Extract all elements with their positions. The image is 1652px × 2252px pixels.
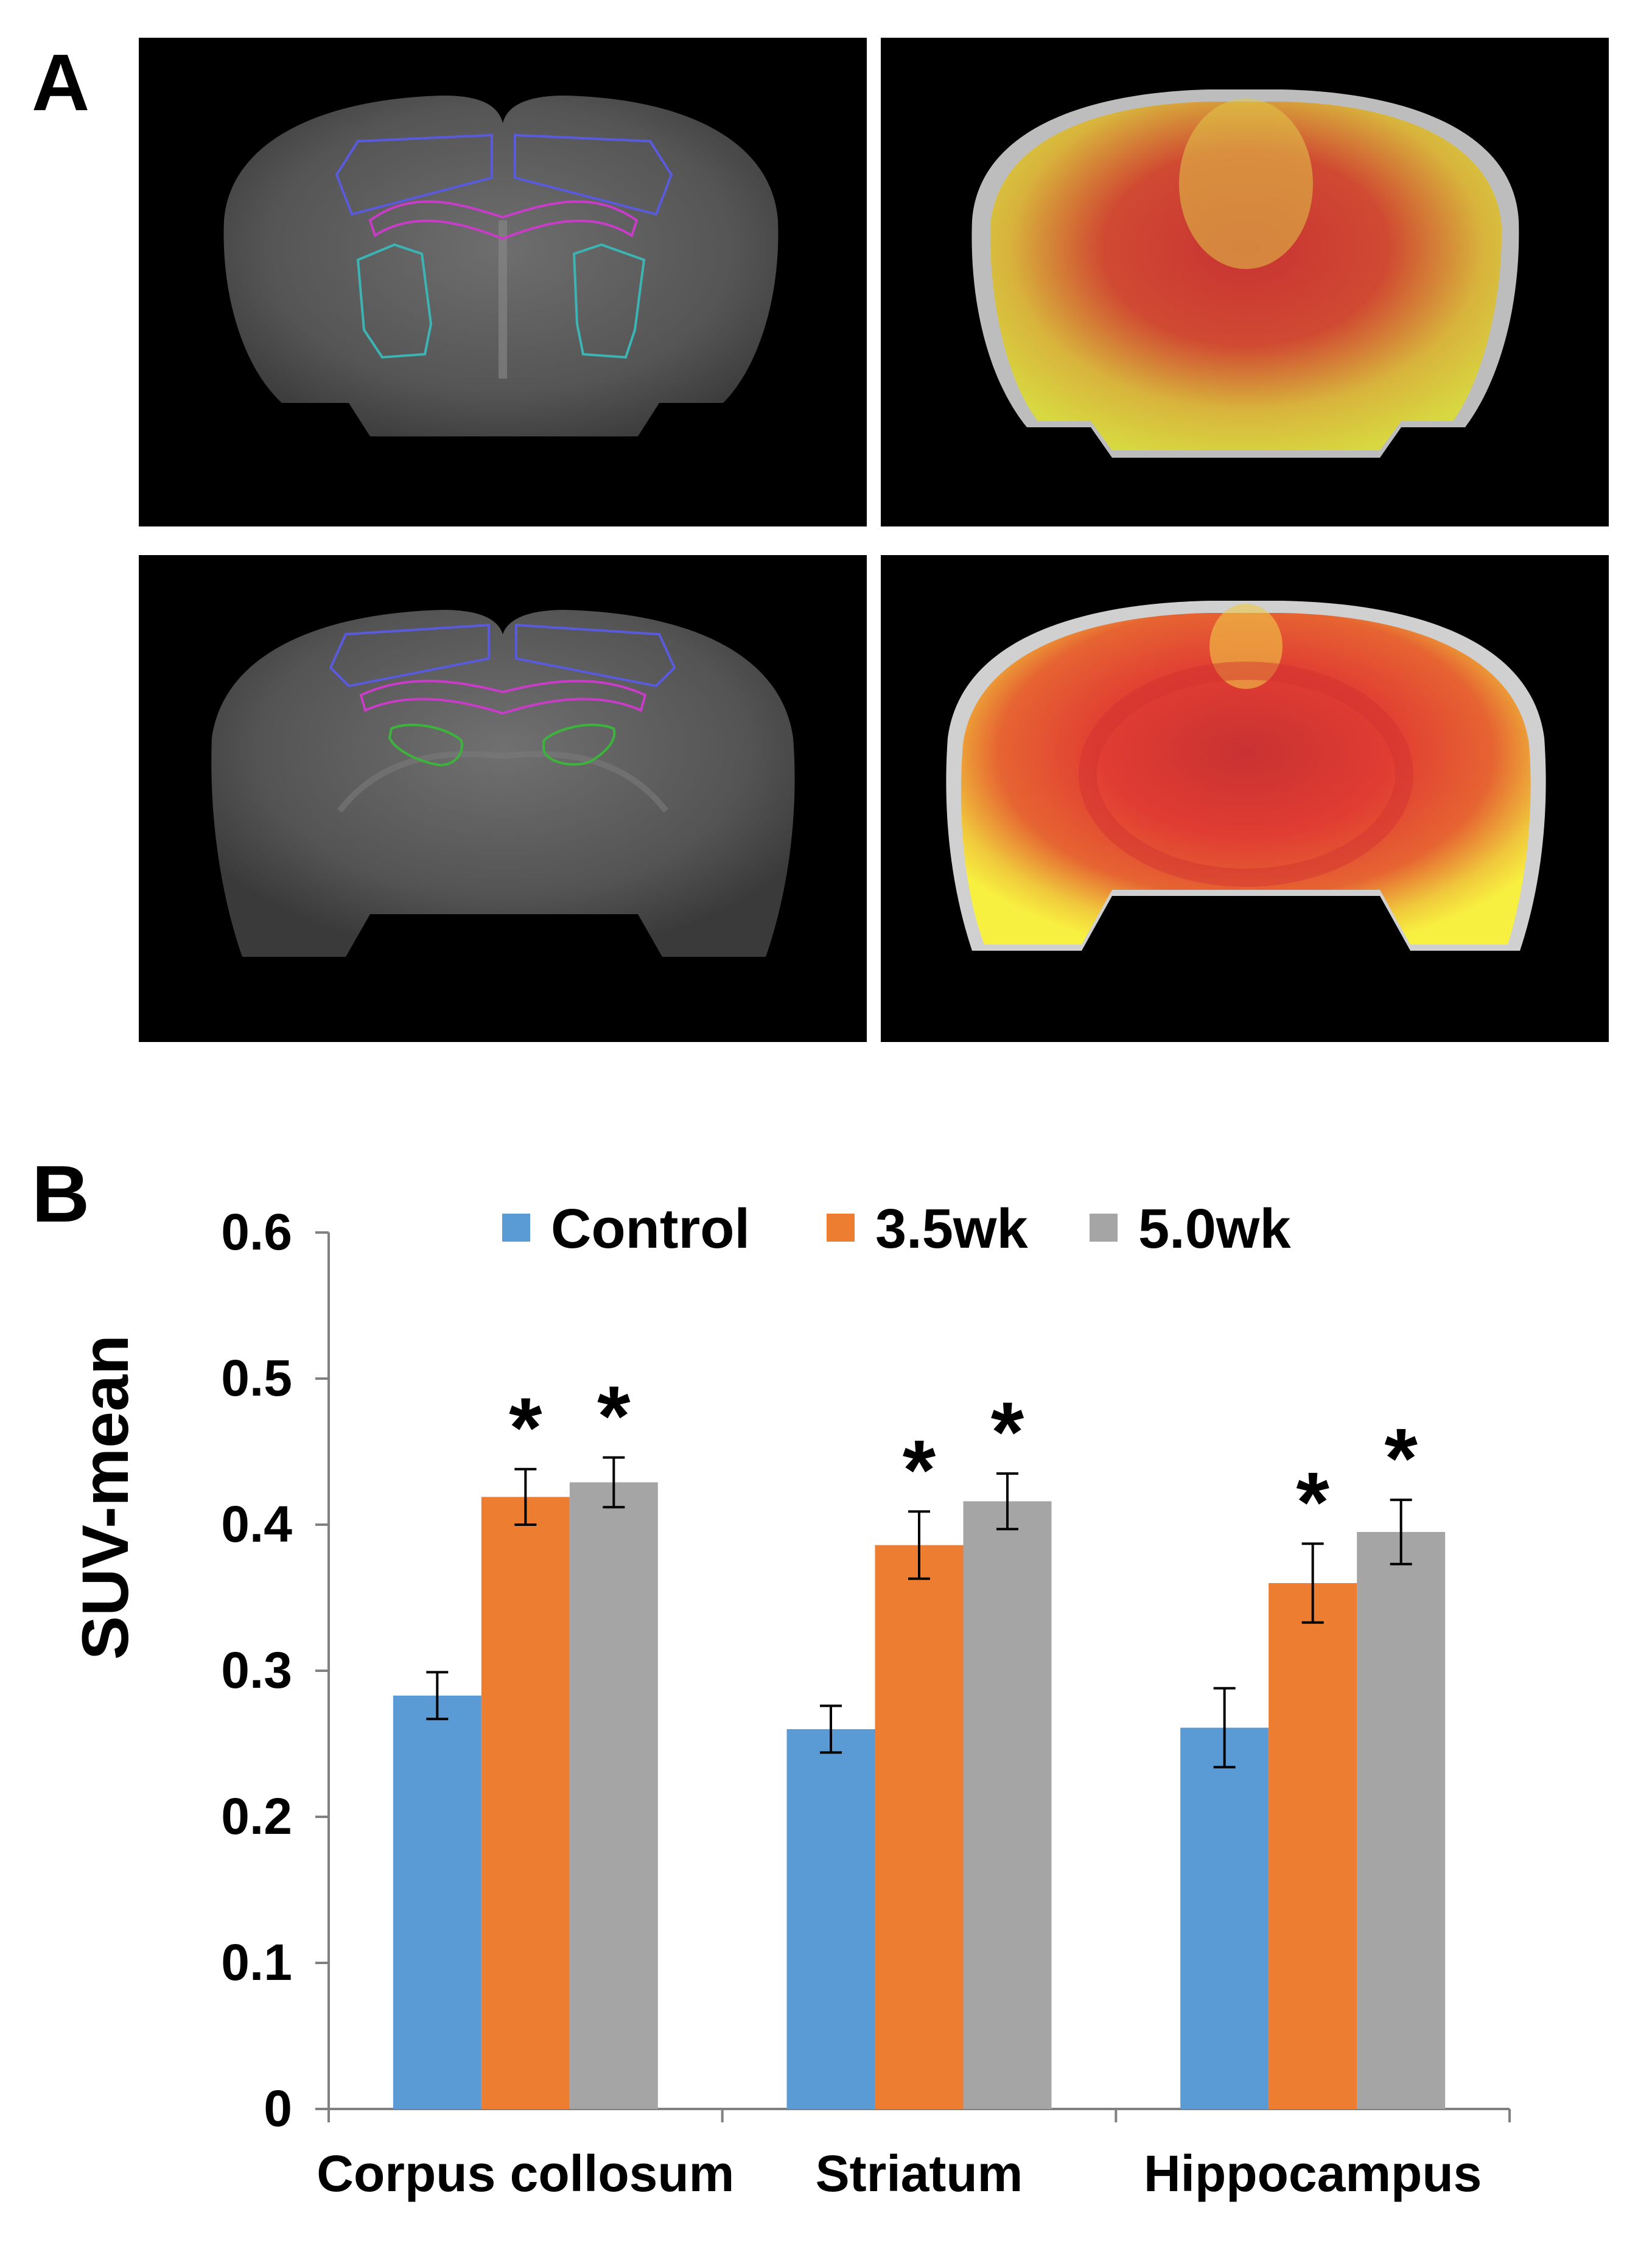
roi-cortex-right [515,623,676,688]
legend-label: 5.0wk [1138,1198,1291,1260]
significance-mark: * [1384,1410,1418,1506]
mri-roi-image-top [139,38,867,526]
x-axis: Corpus collosum Striatum Hippocampus [317,2108,1511,2202]
roi-hippocampus-left [388,723,463,767]
y-tick-label: 0.5 [221,1349,292,1407]
bar [569,1482,658,2109]
pet-inner-ring [1079,662,1413,887]
bar [1180,1727,1269,2109]
bar [963,1501,1052,2109]
legend-label: 3.5wk [875,1198,1028,1260]
significance-mark: * [509,1380,542,1475]
bar [481,1497,570,2109]
roi-striatum-left [356,243,433,359]
legend-swatch [1090,1214,1118,1242]
roi-cortex-left [329,623,490,688]
roi-hippocampus-right [542,723,616,766]
significance-mark: * [597,1368,631,1464]
roi-cortex-right [514,133,673,216]
pet-uptake-map [961,613,1531,945]
bars: * * * * * * [393,1368,1446,2109]
legend-label: Control [551,1198,750,1260]
x-tick-label: Striatum [816,2145,1023,2202]
y-tick-label: 0.4 [221,1495,292,1553]
mri-roi-image-bottom [139,555,867,1042]
pet-hotspot [1179,99,1313,269]
legend: Control 3.5wk 5.0wk [502,1198,1291,1260]
y-tick-label: 0.1 [221,1934,292,1991]
bar [1269,1583,1357,2109]
y-tick-label: 0.3 [221,1642,292,1699]
roi-striatum-right [572,243,646,359]
bar [393,1695,481,2109]
x-tick-label: Corpus collosum [317,2145,734,2202]
roi-cortex-left [335,133,493,216]
pet-overlay-image-top [881,38,1609,526]
pet-hotspot [1209,604,1283,689]
panel-b-label: B [32,1149,90,1239]
bar [786,1729,875,2109]
roi-corpus-callosum [368,200,639,240]
roi-corpus-callosum [359,679,647,715]
y-tick-label: 0.2 [221,1788,292,1845]
x-tick-label: Hippocampus [1144,2145,1482,2202]
y-tick-label: 0 [264,2080,292,2137]
brain-slice [211,610,795,957]
y-axis-title: SUV-mean [68,1335,142,1660]
y-tick-label: 0.6 [221,1203,292,1261]
pet-overlay-image-bottom [881,555,1609,1042]
significance-mark: * [991,1384,1024,1480]
significance-mark: * [1296,1454,1329,1550]
bar [1357,1532,1446,2109]
y-axis: 0 0.1 0.2 0.3 0.4 0.5 0.6 [221,1203,330,2137]
panel-a-label: A [32,38,90,127]
brain-inner-contour [337,750,668,813]
pet-uptake-map [990,102,1502,450]
significance-mark: * [903,1422,936,1517]
legend-swatch [827,1214,855,1242]
bar [875,1545,964,2109]
legend-swatch [502,1214,530,1242]
suv-bar-chart: 0 0.1 0.2 0.3 0.4 0.5 0.6 Corpus collosum Stria… [68,1198,1511,2202]
